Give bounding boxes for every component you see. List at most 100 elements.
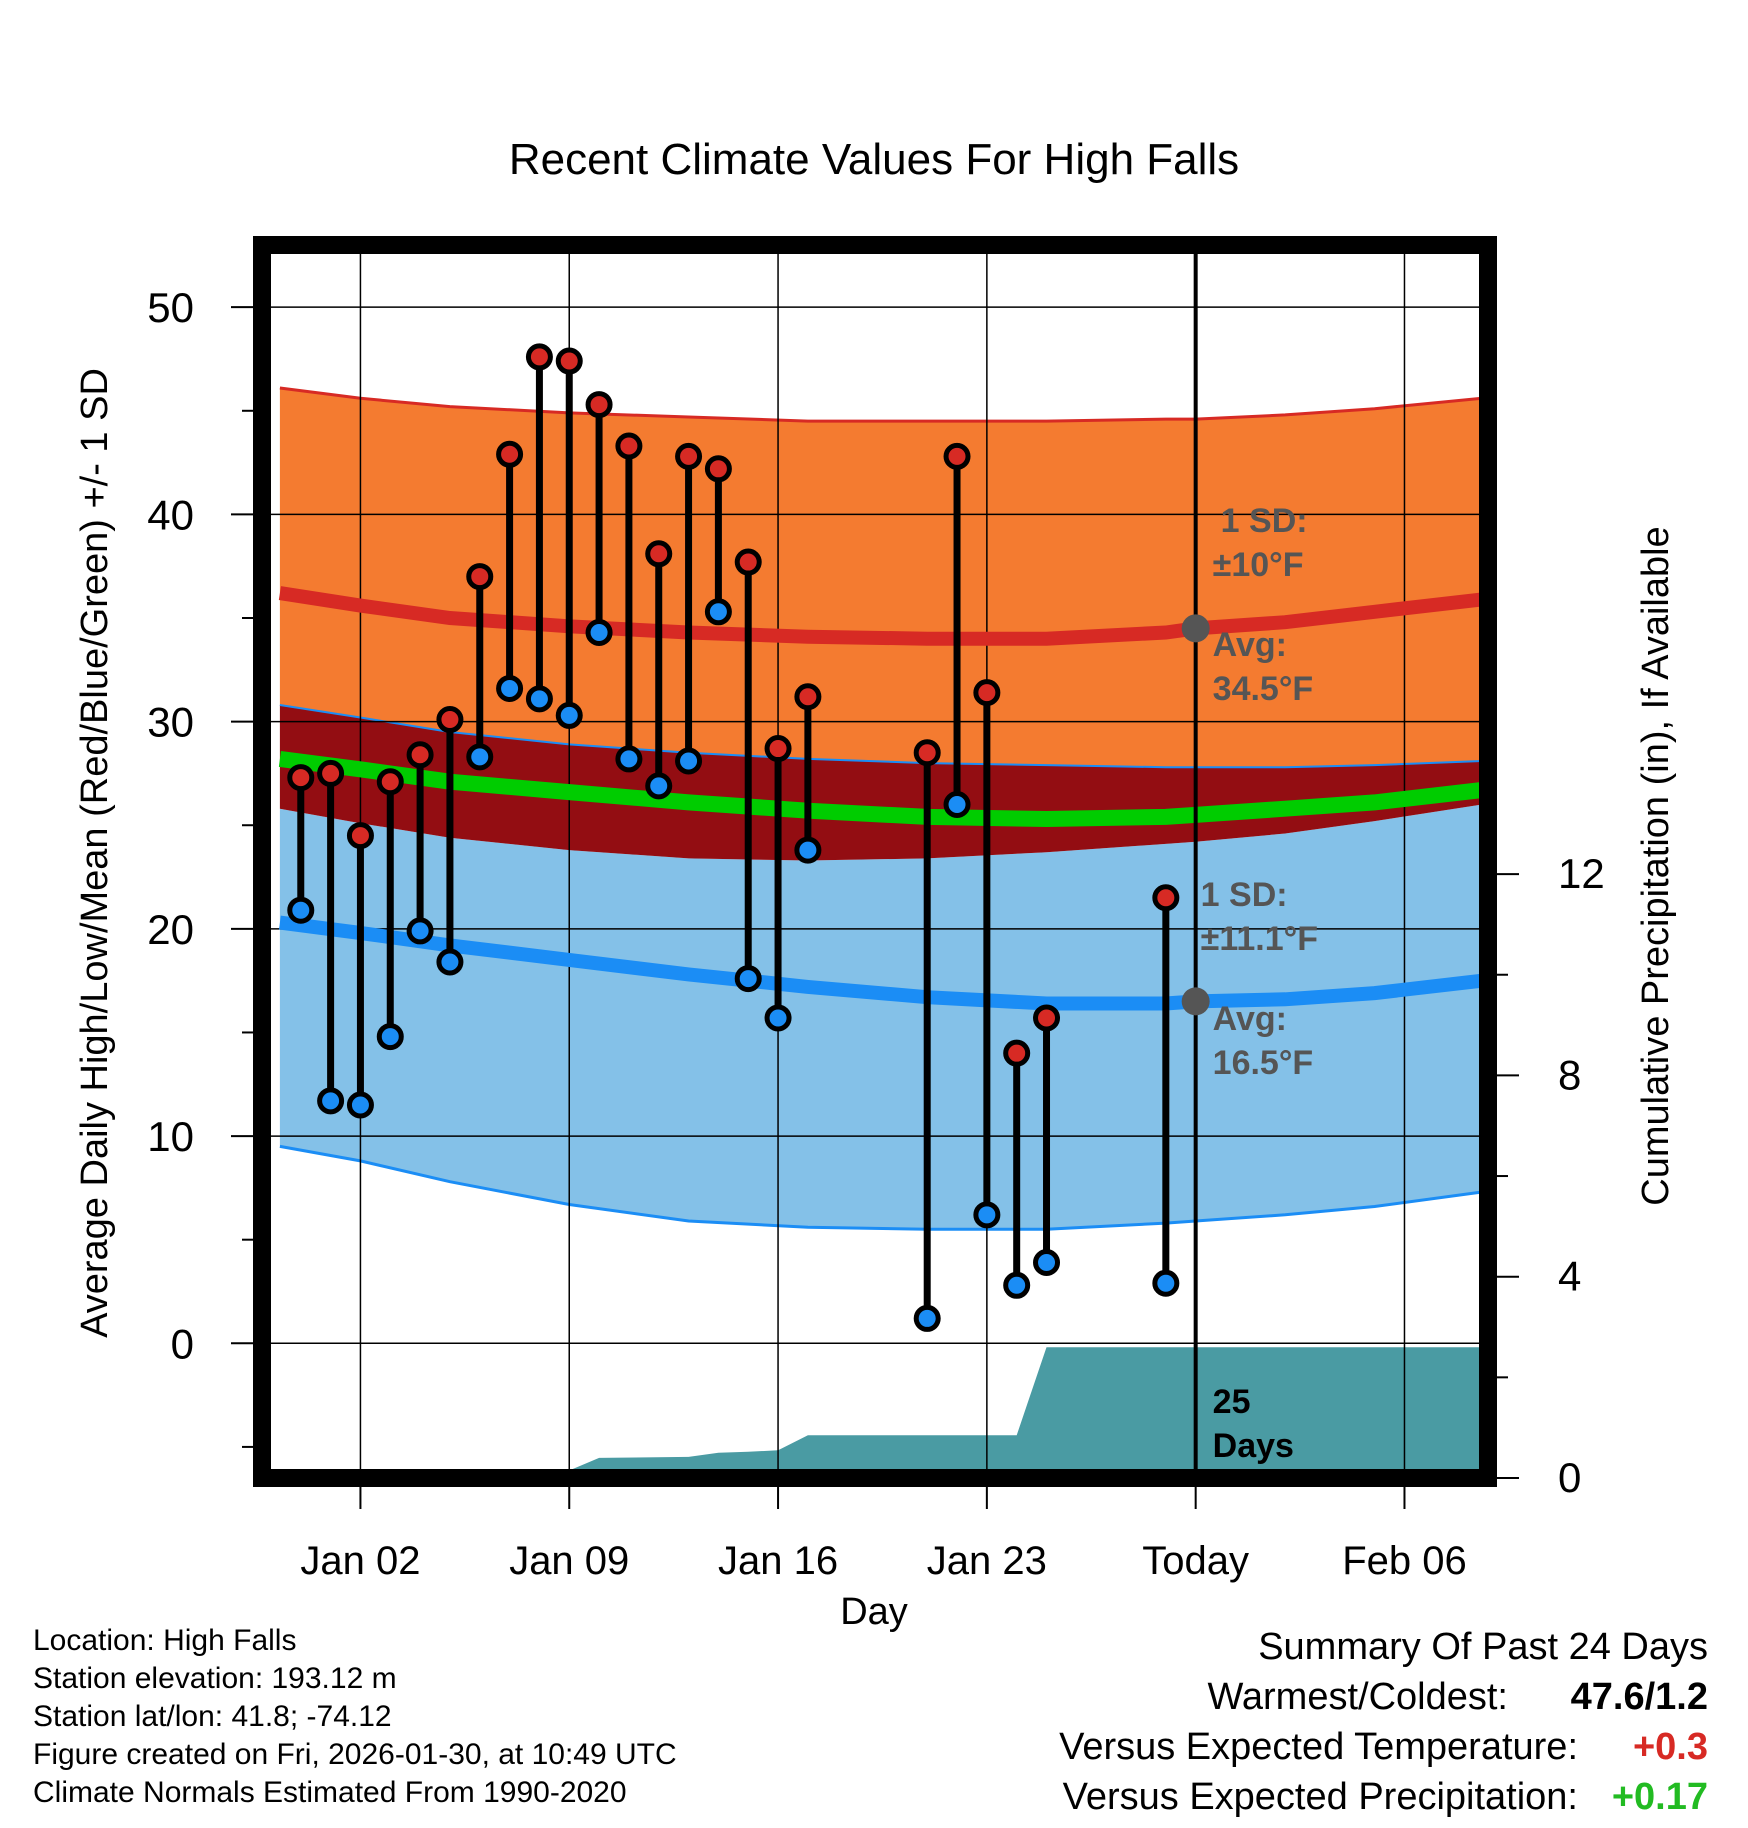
days-count-label: 25 (1213, 1383, 1251, 1421)
y2-axis-label: Cumulative Precipitation (in), If Availa… (1635, 526, 1677, 1205)
today-high-avg-dot (1181, 614, 1210, 643)
info-location: Location: High Falls (33, 1624, 297, 1657)
obs-high-point (287, 764, 315, 792)
obs-low-point (406, 917, 434, 945)
obs-low-point (317, 1087, 345, 1115)
high-avg-value: 34.5°F (1213, 670, 1314, 708)
obs-high-point (645, 540, 673, 568)
obs-high-point (406, 741, 434, 769)
obs-low-point (1152, 1269, 1180, 1297)
x-tick-label: Today (1142, 1539, 1249, 1583)
obs-low-point (436, 948, 464, 976)
info-normals: Climate Normals Estimated From 1990-2020 (33, 1776, 627, 1809)
obs-low-point (794, 836, 822, 864)
obs-low-point (704, 598, 732, 626)
summary-warmest-label: Warmest/Coldest: (1207, 1676, 1508, 1718)
obs-high-point (794, 683, 822, 711)
obs-high-point (376, 768, 404, 796)
summary-temp-label: Versus Expected Temperature: (1059, 1726, 1578, 1768)
info-created: Figure created on Fri, 2026-01-30, at 10… (33, 1738, 677, 1771)
obs-high-point (615, 432, 643, 460)
obs-low-point (466, 743, 494, 771)
obs-high-point (1003, 1039, 1031, 1067)
summary-warmest-value: 47.6/1.2 (1570, 1676, 1708, 1718)
obs-low-point (496, 674, 524, 702)
plot-area (262, 245, 1488, 1478)
obs-high-point (317, 759, 345, 787)
high-sd-band (279, 388, 1482, 768)
y-tick-label: 50 (147, 284, 194, 331)
x-tick-label: Jan 09 (509, 1539, 629, 1583)
obs-high-point (943, 442, 971, 470)
high-avg-label: Avg: (1213, 626, 1287, 664)
info-latlon: Station lat/lon: 41.8; -74.12 (33, 1700, 392, 1733)
precipitation-area (279, 1347, 1483, 1478)
obs-high-point (346, 822, 374, 850)
x-tick-label: Jan 02 (300, 1539, 420, 1583)
obs-low-point (376, 1023, 404, 1051)
chart-title: Recent Climate Values For High Falls (509, 135, 1239, 184)
summary-precip-value: +0.17 (1611, 1776, 1708, 1818)
obs-low-point (585, 619, 613, 647)
y2-tick-label: 4 (1558, 1253, 1581, 1300)
days-word-label: Days (1213, 1427, 1294, 1465)
obs-high-point (436, 706, 464, 734)
x-tick-label: Jan 16 (718, 1539, 838, 1583)
obs-low-point (973, 1201, 1001, 1229)
obs-low-point (346, 1091, 374, 1119)
obs-high-point (466, 563, 494, 591)
obs-low-point (525, 685, 553, 713)
x-axis-label: Day (840, 1591, 908, 1633)
obs-low-point (615, 745, 643, 773)
obs-low-point (1003, 1271, 1031, 1299)
obs-low-point (1033, 1248, 1061, 1276)
obs-low-point (764, 1004, 792, 1032)
summary-temp-row: Versus Expected Temperature: +0.3 (1059, 1726, 1708, 1769)
obs-high-point (913, 739, 941, 767)
obs-high-point (496, 440, 524, 468)
summary-precip-label: Versus Expected Precipitation: (1062, 1776, 1578, 1818)
summary-temp-value: +0.3 (1632, 1726, 1708, 1768)
station-info: Location: High Falls Station elevation: … (33, 1622, 677, 1812)
x-tick-label: Jan 23 (927, 1539, 1047, 1583)
obs-low-point (943, 791, 971, 819)
obs-low-point (645, 772, 673, 800)
low-sd-label: 1 SD: (1201, 876, 1288, 914)
obs-high-point (764, 735, 792, 763)
obs-high-point (555, 347, 583, 375)
low-sd-value: ±11.1°F (1201, 920, 1318, 958)
obs-high-point (734, 548, 762, 576)
y-tick-label: 0 (171, 1320, 194, 1367)
y-tick-label: 10 (147, 1113, 194, 1160)
y-tick-label: 40 (147, 491, 194, 538)
low-avg-label: Avg: (1213, 1000, 1287, 1038)
y-tick-label: 20 (147, 906, 194, 953)
high-sd-label: 1 SD: (1221, 502, 1308, 540)
obs-high-point (675, 442, 703, 470)
info-elevation: Station elevation: 193.12 m (33, 1662, 397, 1695)
plot-frame (253, 236, 1497, 1487)
y-tick-label: 30 (147, 699, 194, 746)
high-sd-value: ±10°F (1213, 546, 1304, 584)
obs-low-point (675, 747, 703, 775)
y2-tick-label: 0 (1558, 1454, 1581, 1501)
obs-low-point (913, 1304, 941, 1332)
obs-high-point (1033, 1004, 1061, 1032)
high-band-upper-edge (279, 386, 1483, 423)
today-low-avg-dot (1181, 987, 1210, 1016)
obs-low-point (555, 701, 583, 729)
obs-low-point (734, 965, 762, 993)
summary-precip-row: Versus Expected Precipitation: +0.17 (1063, 1776, 1708, 1819)
summary-title: Summary Of Past 24 Days (1258, 1626, 1708, 1668)
obs-high-point (525, 343, 553, 371)
low-sd-band (279, 804, 1482, 1230)
x-tick-label: Feb 06 (1342, 1539, 1467, 1583)
high-avg-line (278, 586, 1483, 646)
obs-high-point (704, 455, 732, 483)
y-axis-label: Average Daily High/Low/Mean (Red/Blue/Gr… (74, 368, 116, 1338)
obs-high-point (973, 679, 1001, 707)
y2-tick-label: 8 (1558, 1051, 1581, 1098)
obs-high-point (1152, 884, 1180, 912)
obs-high-point (585, 391, 613, 419)
